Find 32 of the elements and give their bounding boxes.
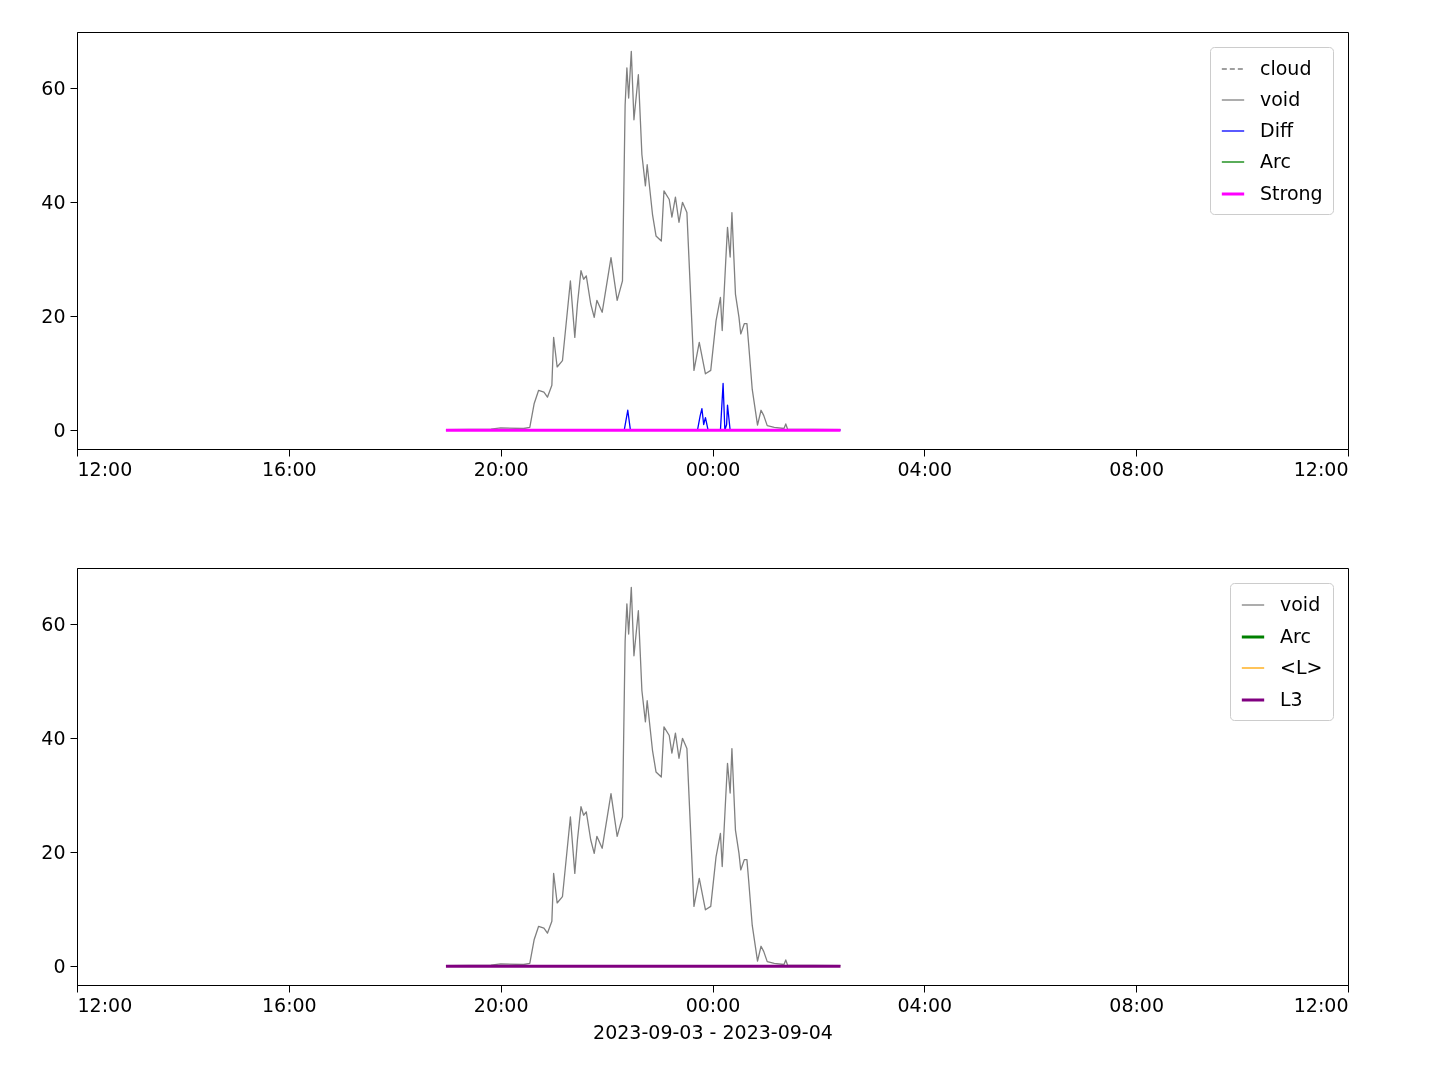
legend-label: void xyxy=(1260,88,1301,110)
x-tick-label: 12:00 xyxy=(77,993,133,1016)
y-tick-label: 60 xyxy=(41,612,66,635)
x-tick-label: 08:00 xyxy=(1109,993,1165,1016)
y-tick-label: 60 xyxy=(41,76,66,99)
legend-label: Diff xyxy=(1260,119,1294,141)
y-tick-label: 40 xyxy=(41,726,66,749)
x-tick-label: 12:00 xyxy=(1293,457,1349,480)
x-axis-title: 2023-09-03 - 2023-09-04 xyxy=(593,1020,833,1043)
x-tick-label: 16:00 xyxy=(261,457,317,480)
x-tick-label: 00:00 xyxy=(685,993,741,1016)
x-tick-label: 20:00 xyxy=(473,457,529,480)
x-tick-label: 12:00 xyxy=(77,457,133,480)
legend-label: cloud xyxy=(1260,57,1312,79)
x-tick-label: 04:00 xyxy=(897,993,953,1016)
x-tick-label: 16:00 xyxy=(261,993,317,1016)
legend-label: <L> xyxy=(1280,656,1323,678)
legend-label: Arc xyxy=(1260,150,1291,172)
x-tick-label: 00:00 xyxy=(685,457,741,480)
x-tick-label: 04:00 xyxy=(897,457,953,480)
y-tick-label: 0 xyxy=(53,418,66,441)
x-tick-label: 12:00 xyxy=(1293,993,1349,1016)
legend-label: L3 xyxy=(1280,688,1303,710)
y-tick-label: 20 xyxy=(41,840,66,863)
x-tick-label: 08:00 xyxy=(1109,457,1165,480)
legend-label: void xyxy=(1280,593,1321,615)
y-tick-label: 20 xyxy=(41,304,66,327)
legend-label: Arc xyxy=(1280,625,1311,647)
y-tick-label: 40 xyxy=(41,190,66,213)
y-tick-label: 0 xyxy=(53,954,66,977)
x-tick-label: 20:00 xyxy=(473,993,529,1016)
legend-label: Strong xyxy=(1260,182,1323,204)
